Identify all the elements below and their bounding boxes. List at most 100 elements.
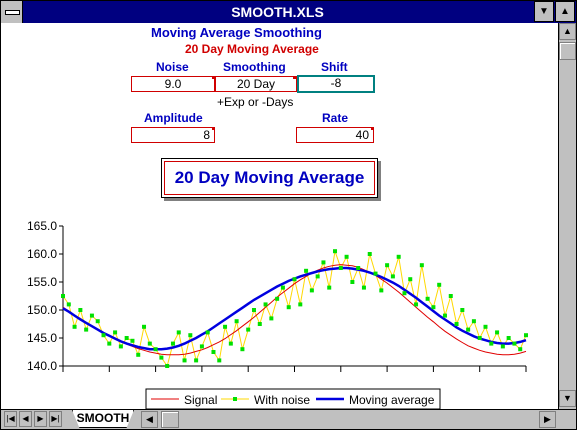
- noise-point: [373, 271, 378, 276]
- noise-point: [460, 308, 465, 312]
- smoothing-note-marker: [293, 76, 296, 79]
- noise-point: [269, 316, 274, 321]
- noise-point: [414, 302, 419, 307]
- noise-point: [217, 358, 222, 363]
- y-tick-label: 155.0: [27, 275, 57, 289]
- noise-point: [228, 341, 233, 346]
- noise-point: [124, 336, 129, 340]
- rate-input[interactable]: 40: [296, 127, 374, 143]
- noise-point: [182, 358, 187, 363]
- noise-point: [315, 274, 320, 279]
- noise-label: Noise: [156, 60, 189, 74]
- noise-point: [448, 294, 453, 298]
- noise-point: [159, 355, 164, 360]
- noise-point: [118, 344, 123, 349]
- noise-point: [419, 263, 424, 268]
- legend-label: Signal: [184, 393, 217, 407]
- system-menu-button[interactable]: [1, 1, 23, 23]
- last-sheet-button[interactable]: ▶|: [49, 411, 62, 427]
- noise-point: [309, 288, 314, 293]
- noise-point: [240, 347, 245, 352]
- noise-point: [350, 280, 355, 284]
- noise-point: [518, 347, 523, 352]
- noise-point: [396, 254, 401, 259]
- y-tick-label: 145.0: [27, 331, 57, 345]
- amplitude-input[interactable]: 8: [131, 127, 215, 143]
- noise-point: [379, 288, 384, 293]
- legend-box: [145, 388, 441, 409]
- noise-point: [205, 330, 210, 335]
- moving-average-button-label: 20 Day Moving Average: [164, 161, 375, 195]
- noise-point: [408, 277, 413, 282]
- vertical-scrollbar[interactable]: ▲ ▼: [558, 23, 576, 409]
- worksheet-area[interactable]: Moving Average Smoothing 20 Day Moving A…: [1, 23, 558, 409]
- noise-point: [361, 285, 366, 290]
- noise-point: [153, 347, 158, 352]
- noise-point: [275, 296, 280, 301]
- noise-point: [495, 330, 500, 335]
- noise-point: [84, 327, 89, 332]
- noise-point: [199, 344, 204, 349]
- noise-note-marker: [212, 76, 215, 79]
- signal-line: [62, 264, 527, 356]
- noise-point: [95, 319, 100, 324]
- rate-label: Rate: [322, 111, 349, 125]
- noise-point: [78, 308, 83, 312]
- noise-point: [483, 324, 488, 329]
- shift-label: Shift: [321, 60, 348, 74]
- noise-point: [251, 308, 256, 312]
- system-menu-icon: [5, 10, 20, 15]
- y-tick-label: 150.0: [27, 303, 57, 317]
- amplitude-note-marker: [212, 127, 215, 130]
- sheet-title: Moving Average Smoothing: [151, 25, 322, 40]
- noise-point: [402, 291, 407, 296]
- scroll-down-button[interactable]: ▼: [559, 390, 576, 407]
- noise-point: [512, 341, 517, 346]
- noise-point: [61, 294, 65, 298]
- noise-point: [147, 341, 152, 346]
- y-tick-label: 160.0: [27, 247, 57, 261]
- shift-input[interactable]: -8: [297, 75, 375, 93]
- smoothing-label: Smoothing: [223, 60, 286, 74]
- smoothing-input[interactable]: 20 Day: [215, 76, 297, 92]
- maximize-button[interactable]: ▲: [555, 1, 575, 22]
- noise-point: [431, 305, 436, 310]
- title-bar[interactable]: SMOOTH.XLS ▼ ▲: [1, 1, 576, 23]
- prev-sheet-button[interactable]: ◀: [19, 411, 32, 427]
- first-sheet-button[interactable]: |◀: [4, 411, 17, 427]
- moving-average-button[interactable]: 20 Day Moving Average: [161, 158, 378, 198]
- noise-point: [246, 327, 251, 332]
- next-sheet-button[interactable]: ▶: [34, 411, 47, 427]
- noise-point: [524, 333, 528, 338]
- y-tick-label: 140.0: [27, 359, 57, 373]
- noise-point: [489, 341, 494, 346]
- noise-point: [292, 277, 297, 282]
- scroll-left-button[interactable]: ◀: [141, 411, 158, 428]
- noise-point: [136, 352, 141, 357]
- noise-point: [165, 364, 170, 368]
- noise-point: [107, 341, 112, 346]
- horizontal-scrollbar[interactable]: ◀ ▶: [141, 411, 557, 428]
- scroll-right-button[interactable]: ▶: [539, 411, 556, 428]
- noise-point: [188, 333, 193, 338]
- sheet-subtitle: 20 Day Moving Average: [185, 42, 319, 56]
- noise-point: [338, 266, 343, 270]
- legend-label: With noise: [254, 393, 310, 407]
- noise-point: [194, 358, 199, 363]
- noise-point: [223, 324, 228, 329]
- sheet-tab-smooth[interactable]: SMOOTH: [72, 410, 134, 428]
- noise-input[interactable]: 9.0: [131, 76, 215, 92]
- scroll-up-button[interactable]: ▲: [559, 23, 576, 40]
- sheet-tab-bar: |◀ ◀ ▶ ▶| SMOOTH ◀ ▶: [1, 409, 576, 429]
- horizontal-scroll-thumb[interactable]: [161, 411, 179, 428]
- noise-point: [66, 302, 71, 307]
- noise-point: [425, 296, 430, 301]
- noise-point: [130, 338, 135, 343]
- noise-point: [234, 319, 239, 324]
- with-noise-line: [62, 251, 527, 368]
- scroll-thumb[interactable]: [559, 42, 576, 60]
- legend-marker: [233, 397, 237, 401]
- smoothing-chart: 165.0 160.0 155.0 150.0 145.0 140.0 Signal With…: [27, 219, 528, 409]
- minimize-button[interactable]: ▼: [534, 1, 554, 22]
- noise-point: [113, 330, 118, 335]
